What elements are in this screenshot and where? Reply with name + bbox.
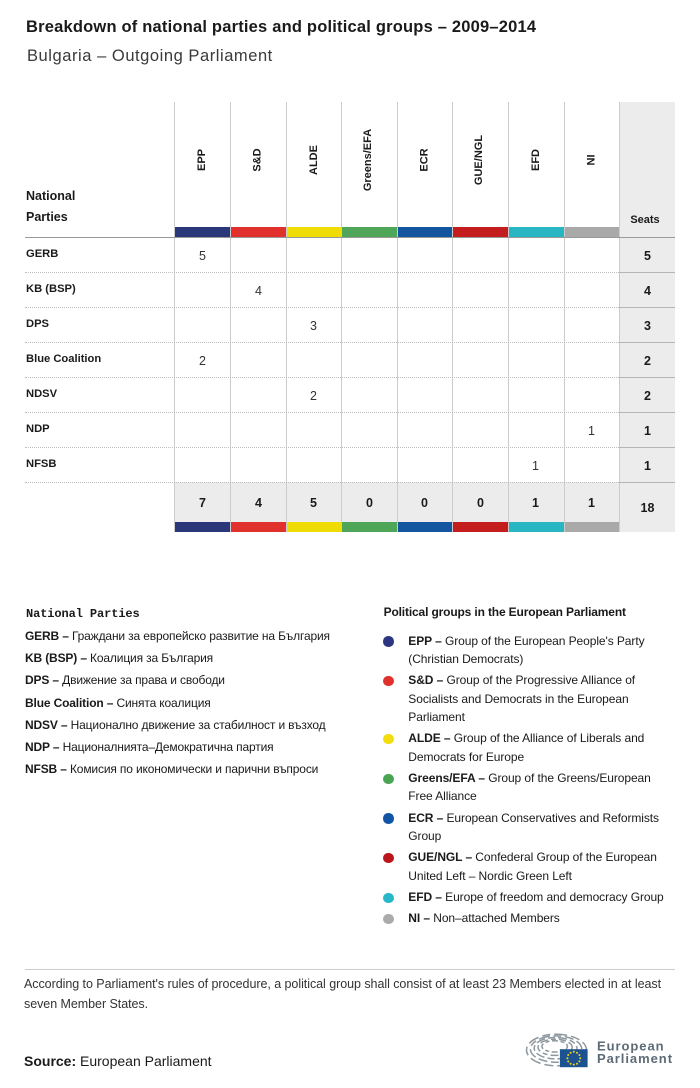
svg-text:Parliament: Parliament <box>597 1051 673 1066</box>
svg-text:European: European <box>597 1039 665 1054</box>
